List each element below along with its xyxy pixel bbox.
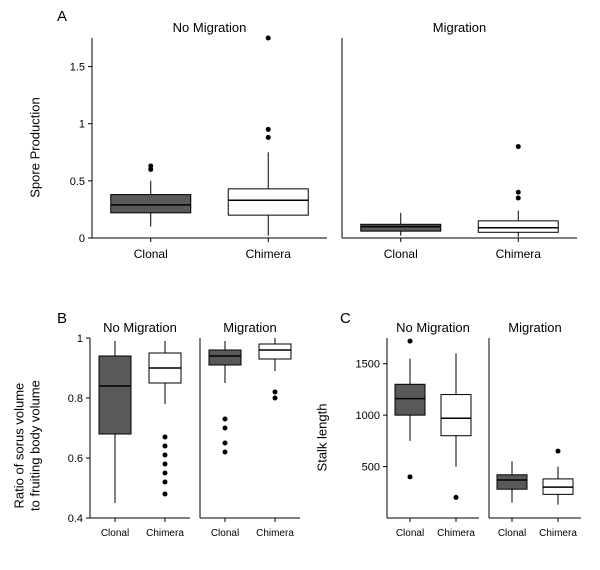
svg-text:0.6: 0.6 xyxy=(68,453,83,465)
svg-text:Clonal: Clonal xyxy=(211,528,239,539)
panel-c-label: C xyxy=(340,310,351,327)
panel-b-ylabel: Ratio of sorus volumeto fruiting body vo… xyxy=(11,361,42,531)
svg-text:Clonal: Clonal xyxy=(396,528,424,539)
svg-text:Migration: Migration xyxy=(433,20,486,35)
svg-text:0.5: 0.5 xyxy=(70,176,85,188)
svg-text:Chimera: Chimera xyxy=(539,528,577,539)
svg-text:1000: 1000 xyxy=(356,410,380,422)
svg-text:Chimera: Chimera xyxy=(146,528,184,539)
panel-b-chart: 0.4 0.6 0.8 1 No Migration Clonal Chimera Migra… xyxy=(62,318,307,558)
svg-text:Clonal: Clonal xyxy=(498,528,526,539)
svg-text:Clonal: Clonal xyxy=(134,247,168,261)
svg-text:500: 500 xyxy=(362,462,380,474)
panel-c-chart: 500 1000 1500 No Migration Clonal Chimera Migr… xyxy=(352,318,587,558)
figure: A Spore Production 00.511.5No MigrationC… xyxy=(0,0,600,570)
panel-c-ylabel: Stalk length xyxy=(315,398,330,478)
svg-text:0.8: 0.8 xyxy=(68,393,83,405)
svg-text:No Migration: No Migration xyxy=(396,320,470,335)
svg-text:Migration: Migration xyxy=(223,320,276,335)
panel-a-chart: 0 0.5 1 1.5 No Migration Clonal Chimera Migrati… xyxy=(62,18,582,278)
svg-text:1: 1 xyxy=(77,333,83,345)
svg-text:Chimera: Chimera xyxy=(496,247,542,261)
svg-text:Migration: Migration xyxy=(508,320,561,335)
svg-text:1.5: 1.5 xyxy=(70,62,85,74)
panel-a-ylabel: Spore Production xyxy=(28,88,43,208)
svg-text:1: 1 xyxy=(79,119,85,131)
svg-text:0: 0 xyxy=(79,233,85,245)
svg-text:Clonal: Clonal xyxy=(101,528,129,539)
svg-text:Chimera: Chimera xyxy=(437,528,475,539)
svg-text:No Migration: No Migration xyxy=(103,320,177,335)
svg-text:1500: 1500 xyxy=(356,359,380,371)
svg-text:0.4: 0.4 xyxy=(68,513,83,525)
svg-text:Clonal: Clonal xyxy=(384,247,418,261)
svg-text:Chimera: Chimera xyxy=(256,528,294,539)
svg-text:No Migration: No Migration xyxy=(173,20,247,35)
svg-text:Chimera: Chimera xyxy=(246,247,292,261)
